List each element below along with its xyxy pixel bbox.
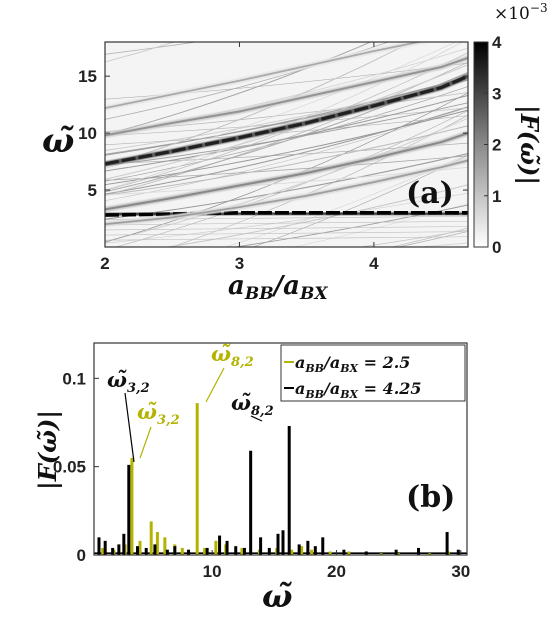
heatmap-faint-line [105, 52, 468, 191]
heatmap-faint-line [252, 154, 468, 247]
heatmap-ridges [105, 42, 468, 227]
panel-label-b: (b) [406, 480, 455, 515]
y-tick-label-a: 10 [78, 124, 97, 143]
annotations-b: ω̃8,2 ω̃3,2 ω̃3,2 ω̃8,2 [107, 341, 274, 463]
colorbar-ticks: 0 1 2 3 4 [484, 33, 502, 257]
annotation-arrow-black-3-2 [124, 392, 135, 463]
annotation-arrow-yellow-3-2 [139, 426, 152, 459]
heatmap-faint-line [105, 107, 468, 202]
heatmap-ridge-5 [105, 159, 468, 226]
annotation-yellow-omega-3-2: ω̃3,2 [137, 399, 180, 428]
x-tick-label-b: 30 [451, 562, 470, 581]
spectrum-panel-b: 10 20 30 0 0.05 0.1 aBB/aBX = 2.5 aBB/aBX = … [33, 341, 470, 615]
annotation-arrow-black-8-2 [250, 415, 263, 422]
annotation-yellow-omega-8-2: ω̃8,2 [211, 341, 254, 370]
heatmap-faint-line [292, 203, 468, 247]
panel-a-y-ticks: 5 10 15 [78, 67, 468, 200]
x-tick-label-b: 20 [327, 562, 346, 581]
y-axis-label-b: |F(ω̃)| [33, 410, 62, 490]
heatmap-faint-line [114, 110, 468, 247]
heatmap-faint-line [105, 42, 372, 136]
heatmap-ridge-3 [105, 132, 468, 211]
heatmap-frame [104, 41, 469, 248]
heatmap-faint-line [105, 109, 468, 186]
colorbar-exponent: ×10−3 [494, 1, 548, 24]
annotation-black-omega-8-2: ω̃8,2 [231, 390, 274, 419]
colorbar-tick-label: 0 [492, 238, 501, 257]
panel-a-x-ticks: 2 3 4 [100, 42, 379, 273]
heatmap-faint-line [105, 152, 468, 220]
legend-entry-2-5: aBB/aBX = 2.5 [295, 353, 410, 375]
heatmap-panel-a: 2 3 4 5 10 15 (a) ω̃ aBB/aBX [42, 41, 469, 304]
panel-b-x-ticks: 10 20 30 [203, 550, 470, 581]
x-axis-label-b: ω̃ [262, 577, 292, 615]
heatmap-fine-lines [105, 42, 468, 247]
heatmap-faint-line [105, 115, 468, 146]
heatmap-faint-band [105, 221, 468, 226]
heatmap-ridge-1 [105, 211, 468, 217]
spectrum-bars [94, 403, 467, 555]
heatmap-faint-line [105, 192, 468, 244]
heatmap-faint-line [105, 94, 468, 172]
x-tick-label-b: 10 [203, 562, 222, 581]
colorbar: 0 1 2 3 4 ×10−3 |F(ω̃)| [473, 1, 548, 257]
heatmap-faint-band [105, 236, 468, 241]
heatmap-faint-line [105, 64, 468, 180]
y-tick-label-a: 5 [88, 181, 97, 200]
heatmap-faint-line [105, 117, 468, 242]
heatmap-faint-line [232, 204, 468, 247]
heatmap-faint-line [105, 107, 468, 136]
x-tick-label-a: 4 [369, 254, 379, 273]
y-tick-label-a: 15 [78, 67, 97, 86]
legend-box [280, 344, 466, 402]
heatmap-faint-line [165, 184, 468, 247]
heatmap-ridge-6 [105, 42, 423, 109]
heatmap-faint-band [105, 231, 468, 236]
x-axis-label-a: aBB/aBX [228, 271, 328, 304]
y-tick-label-b: 0 [77, 546, 86, 565]
colorbar-title: |F(ω̃)| [515, 105, 544, 185]
heatmap-faint-line [105, 106, 468, 195]
heatmap-faint-line [359, 229, 468, 247]
heatmap-faint-line [105, 42, 199, 55]
x-tick-label-a: 3 [235, 254, 244, 273]
heatmap-faint-line [170, 114, 468, 247]
heatmap-faint-line [390, 227, 468, 247]
legend-entry-4-25: aBB/aBX = 4.25 [295, 379, 422, 401]
heatmap-ridge-2 [105, 74, 468, 166]
heatmap-faint-line [105, 42, 176, 63]
colorbar-tick-label: 4 [492, 33, 502, 52]
legend-b: aBB/aBX = 2.5 aBB/aBX = 4.25 [280, 344, 466, 402]
panel-label-a: (a) [406, 176, 454, 211]
y-tick-label-b: 0.05 [53, 458, 86, 477]
heatmap-faint-line [396, 231, 468, 247]
panel-b-y-ticks: 0 0.05 0.1 [53, 369, 99, 565]
spectrum-frame [93, 342, 468, 556]
colorbar-tick-label: 2 [492, 136, 501, 155]
annotation-arrow-yellow-8-2 [205, 367, 225, 403]
heatmap-faint-band [105, 226, 468, 231]
heatmap-faint-line [224, 153, 468, 247]
heatmap-faint-line [105, 76, 468, 156]
heatmap-ridge-4 [105, 56, 468, 137]
heatmap-faint-line [462, 246, 468, 247]
heatmap-faint-line [105, 125, 468, 196]
heatmap-faint-line [105, 42, 390, 120]
y-tick-label-b: 0.1 [62, 369, 86, 388]
colorbar-tick-label: 3 [492, 84, 501, 103]
annotation-black-omega-3-2: ω̃3,2 [107, 367, 150, 396]
x-tick-label-a: 2 [100, 254, 109, 273]
colorbar-tick-label: 1 [492, 187, 501, 206]
y-axis-label-a: ω̃ [42, 121, 74, 161]
